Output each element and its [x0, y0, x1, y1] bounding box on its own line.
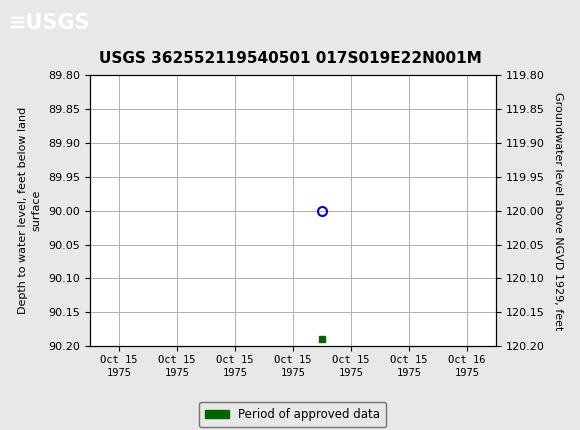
- Y-axis label: Groundwater level above NGVD 1929, feet: Groundwater level above NGVD 1929, feet: [553, 92, 563, 330]
- Y-axis label: Depth to water level, feet below land
surface: Depth to water level, feet below land su…: [18, 107, 41, 314]
- Text: ≡USGS: ≡USGS: [9, 12, 90, 33]
- Text: USGS 362552119540501 017S019E22N001M: USGS 362552119540501 017S019E22N001M: [99, 51, 481, 65]
- Legend: Period of approved data: Period of approved data: [200, 402, 386, 427]
